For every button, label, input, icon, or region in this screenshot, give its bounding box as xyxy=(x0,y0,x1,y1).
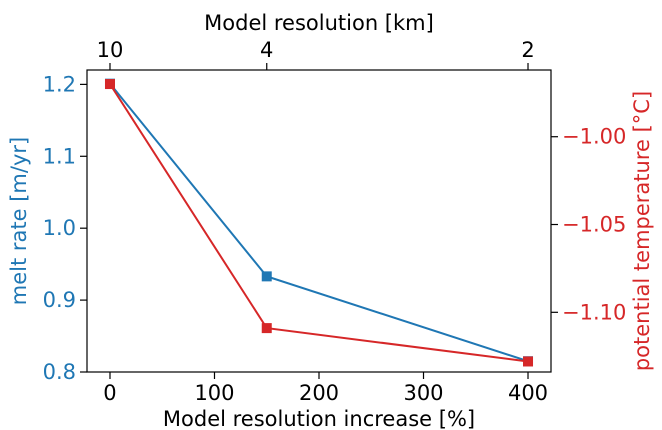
left-tick-label: 0.8 xyxy=(43,360,76,384)
series-2-point xyxy=(523,356,534,367)
top-tick-label: 4 xyxy=(260,38,273,62)
left-axis-title: melt rate [m/yr] xyxy=(7,137,31,305)
right-tick-label: −1.05 xyxy=(562,213,626,237)
top-tick-label: 10 xyxy=(97,38,124,62)
series-2-point xyxy=(261,323,272,334)
x-tick-label: 400 xyxy=(508,381,548,405)
x-tick-label: 0 xyxy=(103,381,116,405)
right-tick-label: −1.00 xyxy=(562,125,626,149)
x-tick-label: 100 xyxy=(194,381,234,405)
series-1-point xyxy=(261,271,272,282)
x-tick-label: 300 xyxy=(403,381,443,405)
left-tick-label: 1.0 xyxy=(43,216,76,240)
x-axis-title: Model resolution increase [%] xyxy=(163,407,475,430)
top-tick-label: 2 xyxy=(521,38,534,62)
plot-frame xyxy=(86,69,552,373)
series-2-point xyxy=(104,79,115,90)
left-tick-label: 1.2 xyxy=(43,72,76,96)
series-1-line xyxy=(109,83,529,363)
right-axis-title: potential temperature [°C] xyxy=(630,91,654,371)
x-tick-label: 200 xyxy=(299,381,339,405)
right-tick-label: −1.10 xyxy=(562,300,626,324)
top-axis-title: Model resolution [km] xyxy=(204,11,434,35)
series-2-line xyxy=(109,83,529,363)
ticks-layer: 0 100 200 300 400 10 4 2 0.8 0.9 1.0 1.1 1.2 −1.00 −1.… xyxy=(43,38,627,405)
left-tick-label: 0.9 xyxy=(43,288,76,312)
left-tick-label: 1.1 xyxy=(43,144,76,168)
marks-layer xyxy=(104,78,534,367)
